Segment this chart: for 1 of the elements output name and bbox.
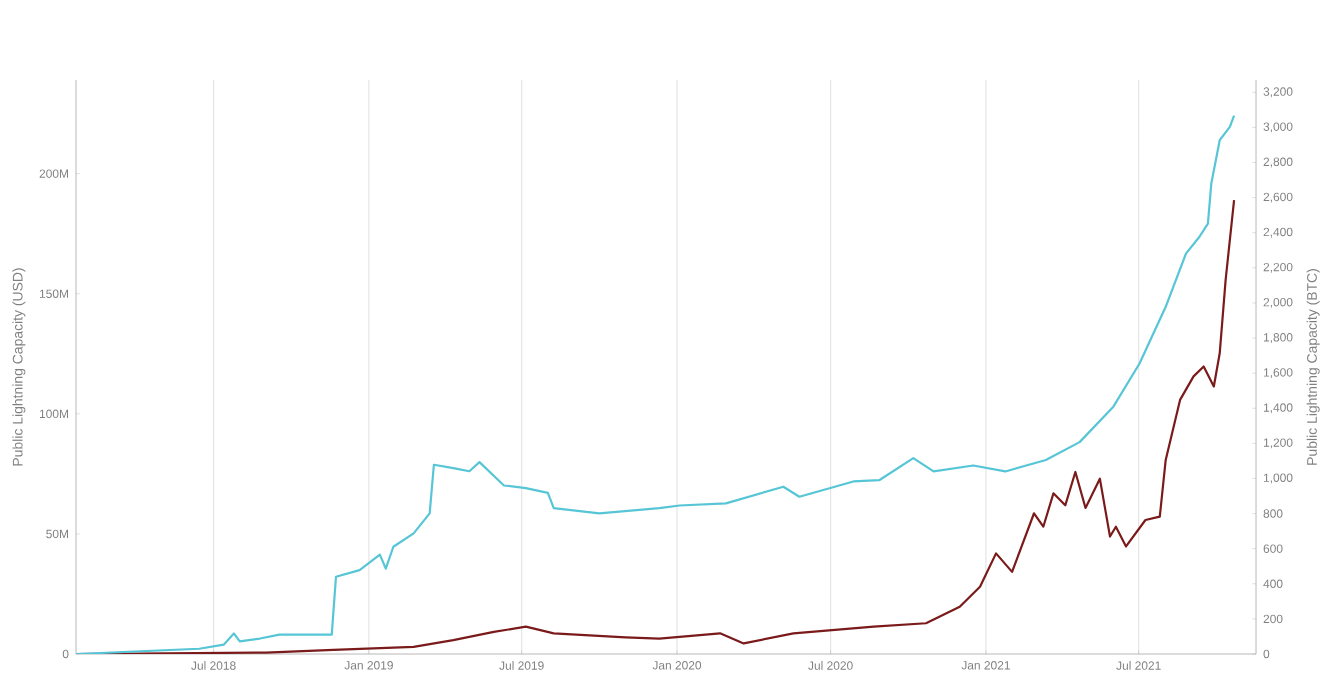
line-series xyxy=(76,114,1236,654)
